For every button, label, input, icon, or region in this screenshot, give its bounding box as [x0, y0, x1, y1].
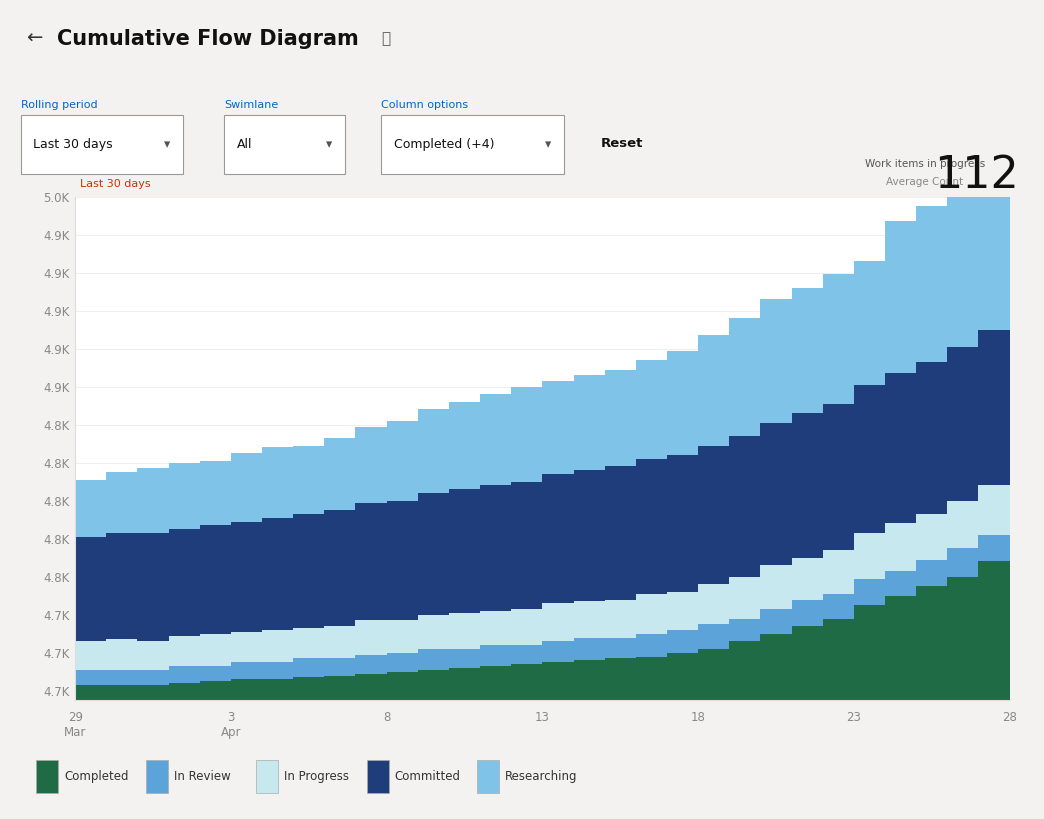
Bar [35, 760, 58, 793]
Text: Cumulative Flow Diagram: Cumulative Flow Diagram [57, 29, 359, 48]
Bar [366, 760, 388, 793]
Text: Swimlane: Swimlane [224, 100, 279, 110]
Text: Column options: Column options [381, 100, 468, 110]
Text: Completed: Completed [64, 770, 128, 783]
Text: 112: 112 [934, 153, 1019, 197]
FancyBboxPatch shape [224, 115, 345, 174]
Bar [477, 760, 499, 793]
Text: Last 30 days: Last 30 days [33, 138, 113, 152]
Text: In Review: In Review [174, 770, 231, 783]
Text: ▾: ▾ [545, 138, 551, 152]
Text: Completed (+4): Completed (+4) [394, 138, 494, 152]
Text: ▾: ▾ [326, 138, 332, 152]
Text: Last 30 days: Last 30 days [79, 179, 150, 189]
Text: ⓘ: ⓘ [381, 31, 390, 46]
FancyBboxPatch shape [381, 115, 564, 174]
Text: ←: ← [26, 29, 43, 48]
Bar [257, 760, 279, 793]
Text: ▾: ▾ [164, 138, 170, 152]
Text: Work items in progress: Work items in progress [864, 159, 984, 169]
Text: All: All [237, 138, 253, 152]
Text: Researching: Researching [505, 770, 577, 783]
Text: In Progress: In Progress [284, 770, 350, 783]
Text: Rolling period: Rolling period [21, 100, 97, 110]
Text: Average Count: Average Count [886, 178, 964, 188]
FancyBboxPatch shape [21, 115, 183, 174]
Text: Committed: Committed [395, 770, 460, 783]
Bar [146, 760, 168, 793]
Text: Reset: Reset [600, 137, 643, 150]
